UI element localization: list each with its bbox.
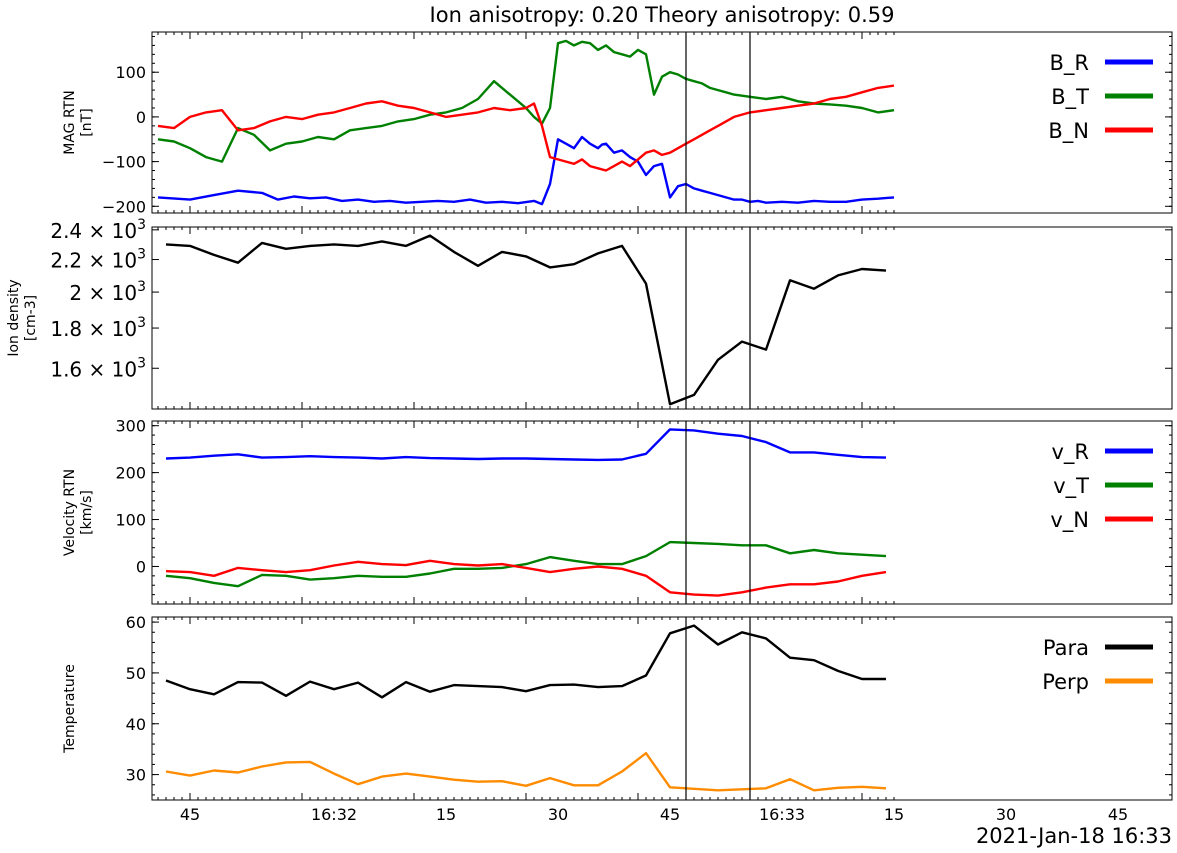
y-tick-label: 30 [126, 766, 146, 785]
legend-label: Para [1043, 636, 1089, 660]
panel-3: 300 200 100 0 Velocity RTN [km/s] v_R v_T v_N [62, 417, 1173, 605]
y-tick-label: 100 [115, 511, 146, 530]
y-tick-label: 200 [115, 464, 146, 483]
x-tick-label: 45 [1108, 805, 1128, 824]
legend-label: B_T [1051, 85, 1089, 110]
y-tick-label: 0 [136, 557, 146, 576]
axes-frame [151, 420, 1173, 605]
y-tick-label: 60 [126, 613, 146, 632]
x-tick-label: 15 [436, 805, 456, 824]
x-tick-label: 16:33 [759, 805, 805, 824]
y-tick-label: 1.6 × 103 [50, 355, 146, 381]
legend-label: Perp [1042, 670, 1089, 694]
legend-label: v_N [1050, 508, 1089, 533]
y-axis-label: Temperature [62, 664, 78, 754]
legend-label: v_T [1053, 474, 1089, 499]
y-tick-label: 2.4 × 103 [50, 217, 146, 243]
y-tick-label: −200 [102, 197, 146, 216]
panel-1: 100 0 −100 −200 MAG RTN [nT] B_R B_T B_N [62, 31, 1173, 216]
series-line-v_r [165, 428, 887, 462]
y-tick-label: 2 × 103 [69, 279, 146, 305]
y-tick-label: −100 [102, 153, 146, 172]
y-tick-label: 50 [126, 664, 146, 683]
axes-frame [151, 226, 1173, 410]
axes-frame [151, 31, 1173, 214]
series-line-b_t [157, 39, 895, 163]
y-tick-label: 2.2 × 103 [50, 247, 146, 273]
y-axis-label: [km/s] [79, 490, 95, 535]
chart-title: Ion anisotropy: 0.20 Theory anisotropy: … [430, 3, 895, 27]
series-line-b_r [157, 135, 895, 206]
y-axis-label: [cm-3] [23, 295, 39, 341]
x-tick-label: 45 [180, 805, 200, 824]
series-line-b_n [157, 84, 895, 172]
panel-2: 2.4 × 103 2.2 × 103 2 × 103 1.8 × 103 1.6 × … [6, 217, 1173, 410]
series-line-v_t [165, 540, 887, 588]
series-line-density [165, 234, 887, 406]
date-label: 2021-Jan-18 16:33 [976, 824, 1172, 848]
x-tick-label: 30 [548, 805, 568, 824]
y-tick-label: 100 [115, 63, 146, 82]
series-line-para [165, 624, 886, 699]
axes-frame [151, 616, 1173, 801]
legend-label: v_R [1051, 440, 1089, 465]
x-tick-label: 16:32 [311, 805, 357, 824]
panels: 100 0 −100 −200 MAG RTN [nT] B_R B_T B_N 2.4 × 10… [6, 31, 1173, 824]
x-tick-label: 15 [884, 805, 904, 824]
series-line-perp [165, 752, 887, 792]
y-axis-label: MAG RTN [62, 90, 78, 154]
y-tick-label: 300 [115, 417, 146, 436]
y-axis-label: [nT] [79, 108, 95, 136]
y-axis-label: Velocity RTN [62, 469, 78, 556]
y-tick-label: 1.8 × 103 [50, 315, 146, 341]
x-tick-label: 45 [660, 805, 680, 824]
y-axis-label: Ion density [6, 279, 22, 356]
panel-4: 60 50 40 30 Temperature Para Perp 45 16:32 15 30 45… [62, 613, 1173, 824]
x-tick-label: 30 [996, 805, 1016, 824]
legend-label: B_R [1050, 51, 1090, 76]
y-tick-label: 40 [126, 715, 146, 734]
legend-label: B_N [1048, 119, 1089, 144]
series-line-v_n [165, 559, 887, 597]
y-tick-label: 0 [136, 108, 146, 127]
